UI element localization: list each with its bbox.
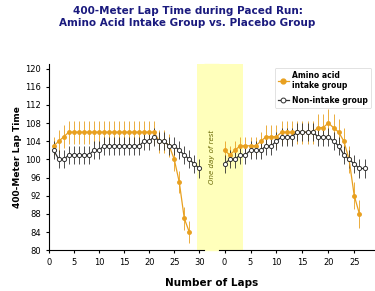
Bar bbox=[217, 64, 243, 250]
Bar bbox=[197, 64, 207, 250]
Y-axis label: 400-Meter Lap Time: 400-Meter Lap Time bbox=[13, 106, 22, 208]
Text: One day of rest: One day of rest bbox=[209, 130, 215, 184]
Text: Number of Laps: Number of Laps bbox=[165, 278, 258, 288]
Legend: Amino acid
intake group, Non-intake group: Amino acid intake group, Non-intake grou… bbox=[274, 68, 371, 108]
Text: 400-Meter Lap Time during Paced Run:
Amino Acid Intake Group vs. Placebo Group: 400-Meter Lap Time during Paced Run: Ami… bbox=[59, 6, 316, 28]
